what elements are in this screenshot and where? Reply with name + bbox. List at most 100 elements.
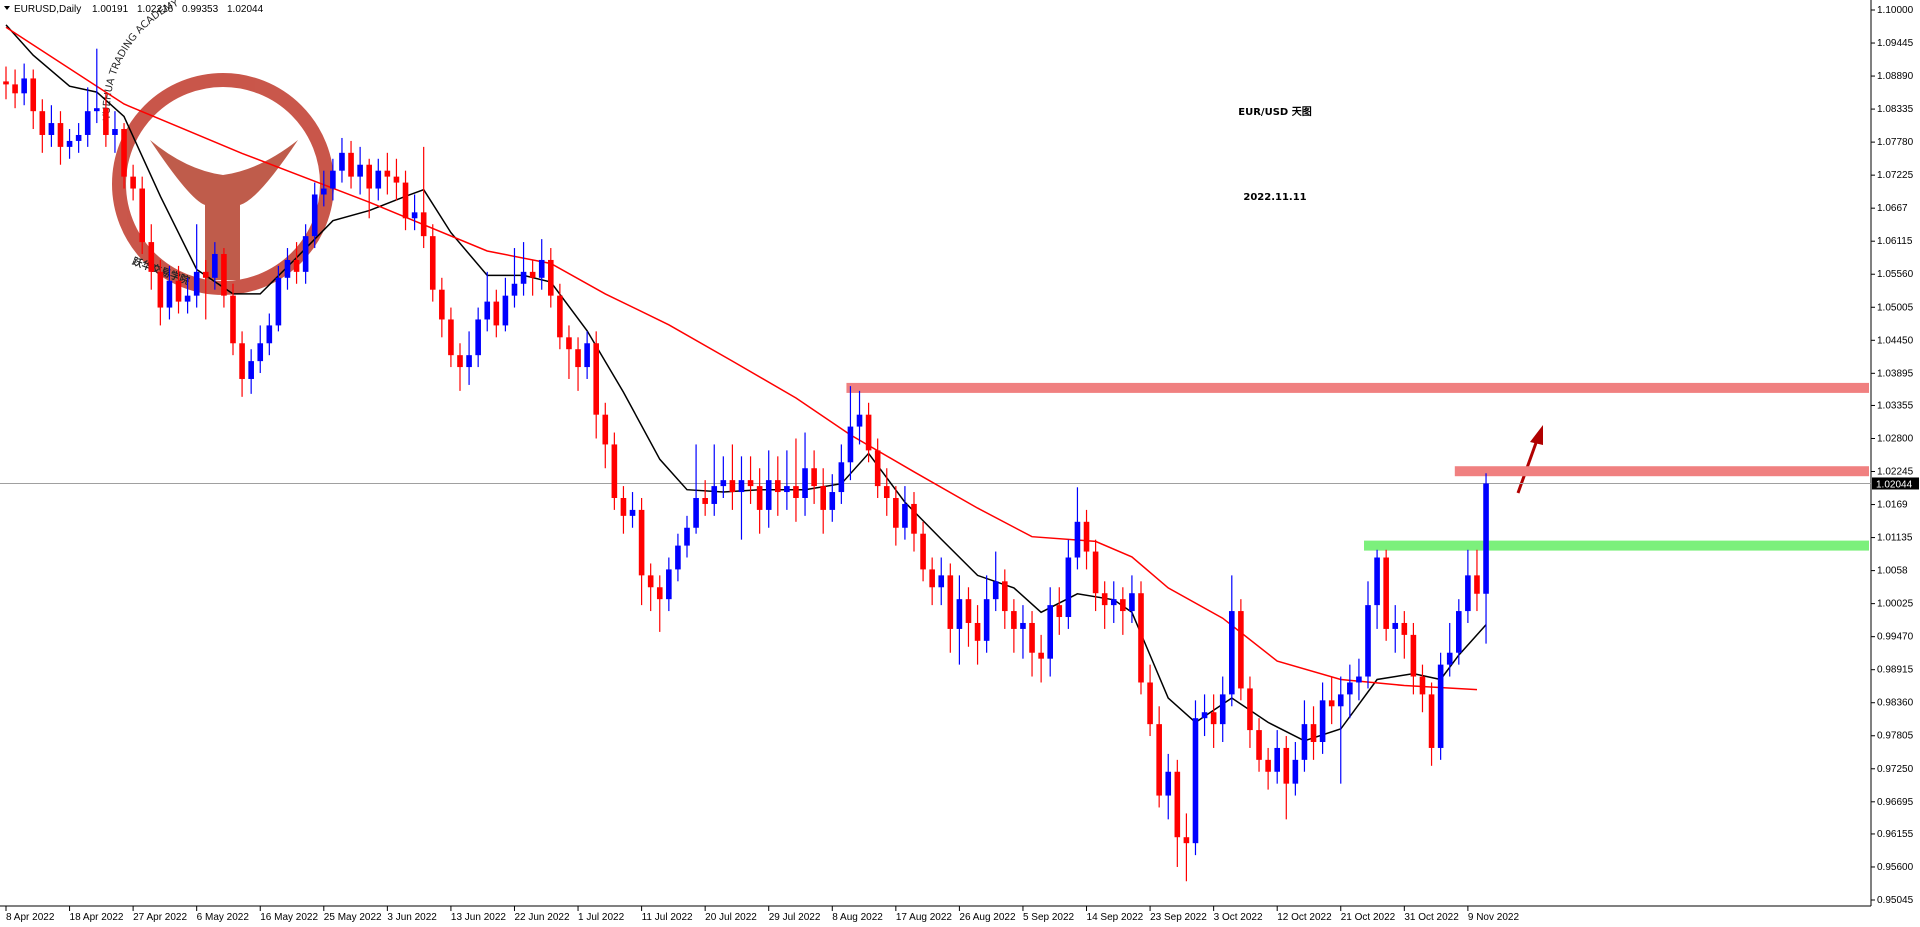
candle-body (375, 170, 382, 189)
candle-body (193, 271, 200, 296)
candle-body (738, 480, 745, 493)
y-tick-label: 0.97250 (1877, 764, 1914, 775)
candle-body (983, 599, 990, 641)
candle-body (920, 533, 926, 570)
y-tick-label: 1.02800 (1877, 433, 1914, 444)
candle-body (1083, 521, 1090, 552)
candle-body (393, 176, 400, 183)
candle-body (929, 569, 935, 588)
candle-body (475, 319, 481, 356)
candle-body (230, 295, 236, 344)
candle-body (1319, 700, 1326, 742)
candle-body (947, 575, 954, 629)
candle-body (103, 108, 109, 135)
x-tick-label: 1 Jul 2022 (578, 912, 625, 923)
y-tick-label: 1.06115 (1877, 236, 1913, 247)
candle-body (1446, 652, 1453, 665)
candle-body (184, 295, 191, 302)
candle-body (257, 343, 264, 362)
candle-body (3, 81, 9, 85)
candle-body (275, 277, 282, 326)
candle-body (584, 343, 590, 368)
candle-body (693, 497, 699, 528)
candle-body (992, 581, 999, 600)
x-tick-label: 8 Aug 2022 (832, 912, 883, 923)
y-tick-label: 1.05005 (1877, 302, 1914, 313)
candle-body (1328, 700, 1335, 707)
candle-body (130, 176, 136, 189)
x-tick-label: 21 Oct 2022 (1341, 912, 1396, 923)
x-tick-label: 9 Nov 2022 (1468, 912, 1520, 923)
candle-body (956, 599, 963, 629)
header-high: 1.02216 (137, 4, 174, 15)
candle-body (775, 480, 781, 493)
candle-body (1428, 694, 1435, 748)
price-label: 1.02044 (1876, 479, 1913, 490)
y-tick-label: 1.08335 (1877, 104, 1914, 115)
candle-body (139, 188, 145, 243)
candle-body (121, 129, 127, 177)
candle-body (684, 527, 690, 546)
x-tick-label: 25 May 2022 (324, 912, 382, 923)
candle-body (529, 271, 536, 278)
x-tick-label: 16 May 2022 (260, 912, 318, 923)
candle-body (1456, 611, 1462, 653)
y-tick-label: 1.07225 (1877, 170, 1914, 181)
candle-body (175, 280, 182, 302)
candle-body (157, 271, 164, 308)
candle-body (75, 134, 82, 141)
header-low: 0.99353 (182, 4, 219, 15)
candle-body (466, 355, 472, 368)
x-tick-label: 20 Jul 2022 (705, 912, 757, 923)
candle-body (865, 414, 872, 451)
candle-body (1210, 712, 1217, 725)
candle-body (348, 152, 354, 177)
level-zone (1454, 466, 1869, 477)
candle-body (429, 236, 436, 290)
candle-body (66, 140, 73, 147)
y-tick-label: 1.10000 (1877, 5, 1914, 16)
symbol: EURUSD,Daily (14, 4, 81, 15)
y-tick-label: 0.96155 (1877, 829, 1914, 840)
candle-body (620, 497, 627, 516)
candle-body (729, 480, 736, 493)
candle-body (1120, 599, 1126, 612)
chart-subtitle: 2022.11.11 (1243, 192, 1306, 203)
candle-body (384, 170, 391, 177)
candle-body (1074, 521, 1081, 558)
candle-body (602, 414, 609, 445)
candle-body (112, 129, 118, 135)
arrow-head (1530, 425, 1543, 445)
y-tick-label: 0.96695 (1877, 797, 1914, 808)
candle-body (793, 486, 799, 498)
candle-body (1337, 694, 1344, 707)
candle-body (893, 497, 899, 528)
candle-body (1283, 747, 1290, 784)
candle-body (965, 599, 972, 623)
candle-body (638, 509, 645, 576)
candle-body (502, 295, 509, 326)
candle-body (311, 194, 318, 237)
x-tick-label: 5 Sep 2022 (1023, 912, 1075, 923)
candle-body (148, 242, 155, 272)
candle-body (1274, 747, 1280, 772)
y-tick-label: 1.00025 (1877, 599, 1914, 610)
candle-body (756, 486, 763, 510)
y-tick-label: 1.03895 (1877, 368, 1914, 379)
candle-body (765, 480, 772, 510)
logo-symbol (150, 140, 298, 280)
candle-body (166, 280, 173, 308)
candle-body (202, 271, 209, 278)
candle-body (1002, 581, 1008, 612)
candle-body (566, 337, 572, 350)
x-tick-label: 3 Jun 2022 (387, 912, 437, 923)
y-tick-label: 1.0058 (1877, 566, 1908, 577)
candle-body (847, 426, 854, 463)
candle-body (321, 188, 327, 195)
x-tick-label: 17 Aug 2022 (896, 912, 953, 923)
candle-body (1138, 593, 1144, 683)
candle-body (548, 259, 554, 296)
header-close: 1.02044 (227, 4, 264, 15)
